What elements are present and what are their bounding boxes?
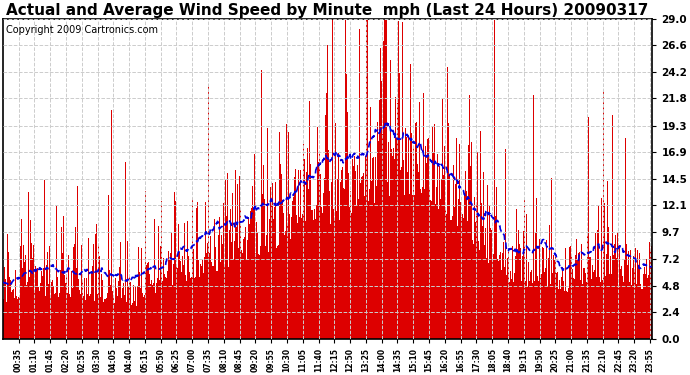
Title: Actual and Average Wind Speed by Minute  mph (Last 24 Hours) 20090317: Actual and Average Wind Speed by Minute …: [6, 3, 649, 18]
Text: Copyright 2009 Cartronics.com: Copyright 2009 Cartronics.com: [6, 26, 158, 35]
